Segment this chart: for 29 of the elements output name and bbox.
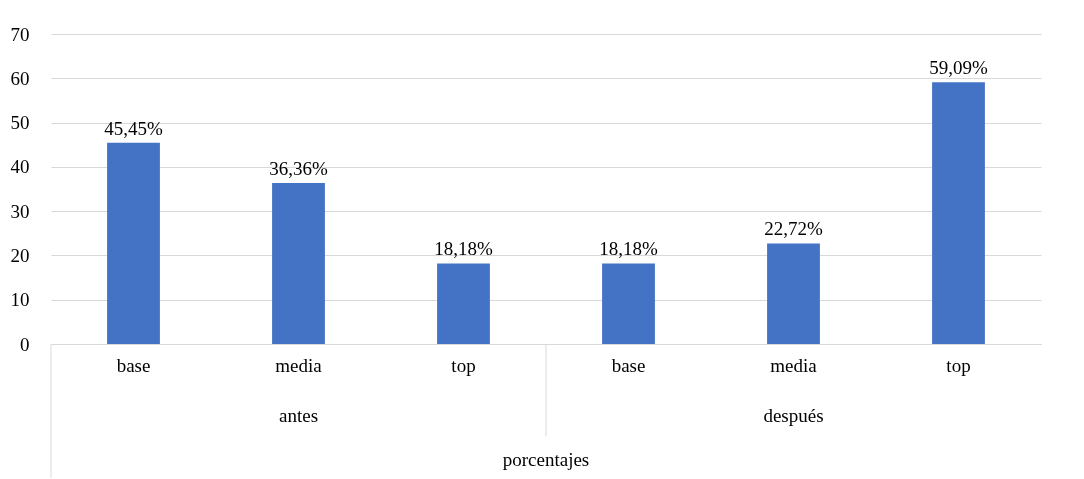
y-tick-label: 10	[10, 289, 30, 311]
bar	[272, 182, 325, 344]
y-tick-label: 0	[20, 333, 30, 355]
bar	[107, 142, 160, 344]
bar	[767, 243, 820, 344]
data-label: 45,45%	[104, 117, 163, 139]
y-tick-label: 50	[10, 112, 30, 134]
x-tick-label: top	[946, 354, 971, 376]
y-tick-label: 60	[10, 67, 30, 89]
y-tick-label: 70	[10, 23, 30, 45]
data-label: 59,09%	[929, 57, 988, 79]
x-axis-title: porcentajes	[502, 449, 590, 470]
y-tick-label: 40	[10, 156, 30, 178]
y-tick-label: 30	[10, 200, 30, 222]
x-tick-label: base	[611, 354, 646, 376]
data-label: 18,18%	[599, 238, 658, 260]
bar	[602, 263, 655, 344]
x-tick-label: base	[116, 354, 151, 376]
x-tick-label: media	[770, 354, 818, 376]
y-tick-label: 20	[10, 244, 30, 266]
bar	[932, 82, 985, 344]
data-label: 22,72%	[764, 218, 823, 240]
text: antes	[278, 405, 319, 426]
data-label: 36,36%	[269, 157, 328, 179]
x-tick-label: media	[275, 354, 323, 376]
data-label: 18,18%	[434, 238, 493, 260]
bar	[437, 263, 490, 344]
x-tick-label: top	[451, 354, 476, 376]
text: después	[763, 405, 824, 426]
